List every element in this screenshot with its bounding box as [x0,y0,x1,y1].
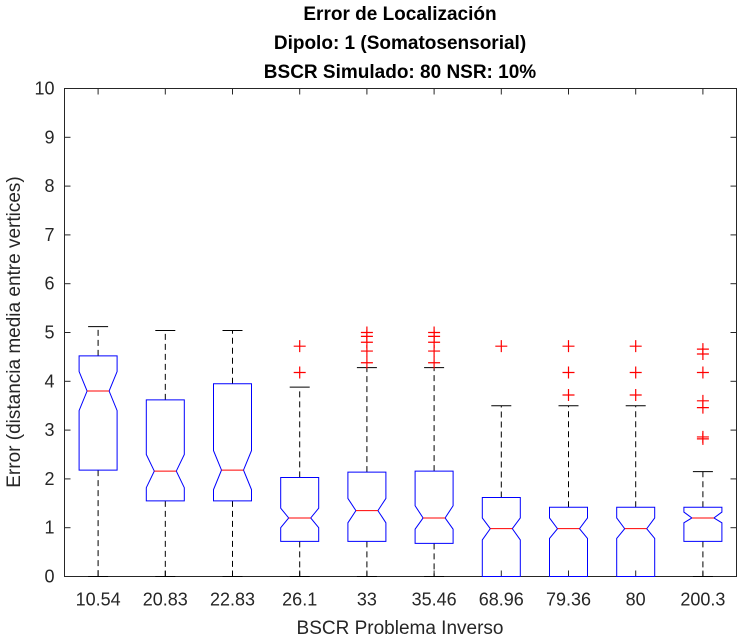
outlier-marker [495,340,508,353]
x-tick-label: 22.83 [210,590,255,610]
x-axis-label: BSCR Problema Inverso [297,618,504,639]
x-tick-label: 68.96 [479,590,524,610]
box-33 [347,326,387,577]
box-80 [616,340,656,577]
outlier-marker [428,356,441,369]
notched-box [481,496,521,577]
notched-box [549,506,588,577]
outlier-marker [562,340,575,353]
chart-title-line-1: Error de Localización [303,4,496,25]
x-tick-label: 35.46 [412,590,457,610]
box-10.54 [78,326,118,577]
x-tick-label: 20.83 [143,590,188,610]
notched-box [213,383,252,502]
notched-box [616,506,656,577]
notched-box [78,355,118,471]
chart-title-line-3: BSCR Simulado: 80 NSR: 10% [264,62,536,83]
box-79.36 [549,340,588,577]
y-tick-label: 3 [44,420,54,440]
outlier-marker [629,388,642,401]
outlier-marker [696,394,709,407]
outlier-marker [293,366,306,379]
y-tick-label: 8 [44,176,54,196]
outlier-marker [360,356,373,369]
x-tick-label: 33 [357,590,377,610]
outlier-marker [696,343,709,356]
y-tick-label: 10 [34,79,54,99]
box-68.96 [481,340,521,577]
y-tick-label: 4 [44,371,54,391]
y-tick-label: 5 [44,323,54,343]
box-35.46 [414,326,454,577]
notched-box [347,471,387,542]
notched-box [145,399,185,502]
notched-box [414,470,454,544]
y-tick-label: 2 [44,469,54,489]
x-axis: 10.54 20.83 22.83 26.1 33 35.46 68.96 79.36 80 20… [76,88,725,610]
chart-title-line-2: Dipolo: 1 (Somatosensorial) [274,33,526,54]
outlier-marker [696,430,709,443]
box-200.3 [683,343,723,577]
box-22.83 [213,330,252,577]
box-26.1 [280,340,320,577]
y-axis-label: Error (distancia media entre vertices) [4,176,25,488]
outlier-marker [293,340,306,353]
y-tick-label: 7 [44,225,54,245]
outlier-marker [360,326,373,339]
x-tick-label: 200.3 [680,590,725,610]
outlier-marker [428,326,441,339]
y-tick-label: 0 [44,567,54,587]
x-tick-label: 10.54 [76,590,121,610]
y-tick-label: 1 [44,518,54,538]
notched-box [280,476,320,542]
x-tick-label: 80 [626,590,646,610]
y-tick-label: 9 [44,127,54,147]
x-tick-label: 79.36 [546,590,591,610]
outlier-marker [629,366,642,379]
outlier-marker [562,366,575,379]
x-tick-label: 26.1 [282,590,317,610]
outlier-marker [629,340,642,353]
outlier-marker [562,388,575,401]
notched-box [683,506,723,542]
y-axis: 0 1 2 3 4 5 6 7 8 9 10 [34,79,737,587]
y-tick-label: 6 [44,274,54,294]
outlier-marker [696,366,709,379]
box-20.83 [145,330,185,577]
box-series [78,326,723,577]
